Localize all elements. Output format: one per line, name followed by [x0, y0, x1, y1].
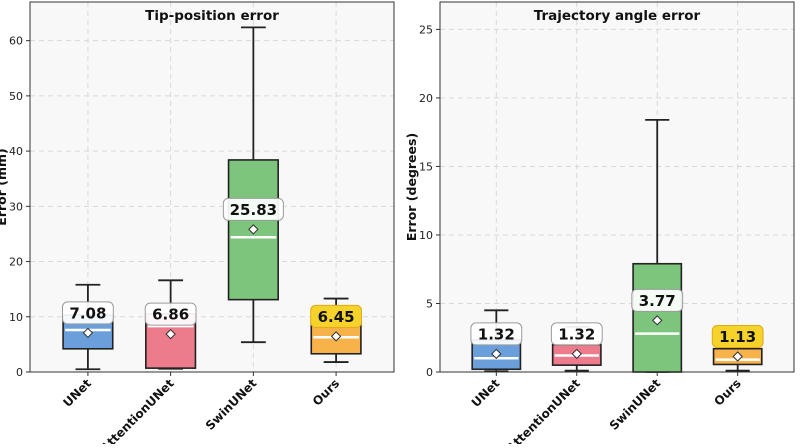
- y-tick-label: 40: [9, 145, 23, 158]
- y-tick-label: 5: [426, 297, 433, 310]
- mean-label: 6.45: [318, 308, 355, 326]
- box-unet: 7.08: [62, 283, 114, 371]
- mean-marker: [732, 351, 743, 362]
- x-tick-label: SwinUNet: [607, 376, 664, 433]
- mean-marker: [652, 315, 663, 326]
- x-tick-label: AttentionUNet: [504, 376, 583, 444]
- mean-label-badge: [711, 325, 764, 349]
- mean-label: 6.86: [152, 306, 189, 324]
- x-tick-label: Ours: [310, 376, 342, 408]
- chart-title: Trajectory angle error: [534, 8, 701, 24]
- mean-label: 1.32: [478, 325, 515, 343]
- x-tick-label: Ours: [711, 376, 743, 408]
- y-tick-label: 10: [9, 311, 23, 324]
- mean-label: 1.32: [558, 325, 595, 343]
- mean-label: 1.13: [719, 328, 756, 346]
- box-unet: 1.32: [470, 309, 523, 373]
- mean-label: 7.08: [69, 304, 106, 322]
- mean-label: 3.77: [639, 292, 676, 310]
- mean-marker: [165, 328, 176, 340]
- box-swinunet: 25.83: [222, 26, 284, 344]
- plot-area: [440, 2, 794, 372]
- mean-label: 25.83: [230, 201, 277, 219]
- y-tick-label: 25: [419, 23, 433, 36]
- y-tick-label: 60: [9, 35, 23, 48]
- y-tick-label: 30: [9, 200, 23, 213]
- box-ours: 6.45: [310, 297, 362, 363]
- box-ours: 1.13: [711, 325, 764, 372]
- x-tick-label: UNet: [60, 376, 94, 410]
- mean-label-badge: [550, 322, 603, 346]
- y-tick-label: 10: [419, 229, 433, 242]
- plot-frame: [439, 1, 795, 373]
- chart-title: Tip-position error: [145, 8, 279, 24]
- chart-panel-2: 0 5 10 15 20 25 1.32 UNet 1.32 AttentionUNet 3.77 S…: [404, 1, 795, 448]
- x-tick-label: UNet: [469, 376, 503, 410]
- box-attentionunet: 6.86: [144, 279, 197, 370]
- mean-label-badge: [310, 304, 362, 328]
- mean-label-badge: [62, 301, 114, 325]
- mean-label-badge: [222, 197, 284, 221]
- y-tick-label: 0: [426, 366, 433, 379]
- mean-marker: [491, 348, 502, 360]
- box-attentionunet: 1.32: [550, 322, 603, 372]
- y-tick-label: 0: [16, 366, 23, 379]
- x-tick-label: AttentionUNet: [98, 376, 177, 444]
- mean-label-badge: [470, 322, 523, 346]
- mean-label-badge: [631, 288, 684, 312]
- chart-panel-1: 0 10 20 30 40 50 60 7.08 UNet 6.86 AttentionUNet 25…: [0, 1, 395, 448]
- mean-marker: [248, 224, 259, 235]
- x-tick-label: SwinUNet: [203, 376, 260, 433]
- mean-label-badge: [144, 302, 197, 326]
- y-axis-label: Error (degrees): [404, 133, 419, 241]
- mean-marker: [571, 348, 582, 360]
- y-tick-label: 50: [9, 90, 23, 103]
- plot-frame: [29, 1, 395, 373]
- y-tick-label: 15: [419, 160, 433, 173]
- mean-marker: [82, 327, 94, 339]
- y-tick-label: 20: [419, 92, 433, 105]
- y-axis-label: Error (mm): [0, 148, 9, 225]
- y-tick-label: 20: [9, 256, 23, 269]
- mean-marker: [330, 331, 342, 342]
